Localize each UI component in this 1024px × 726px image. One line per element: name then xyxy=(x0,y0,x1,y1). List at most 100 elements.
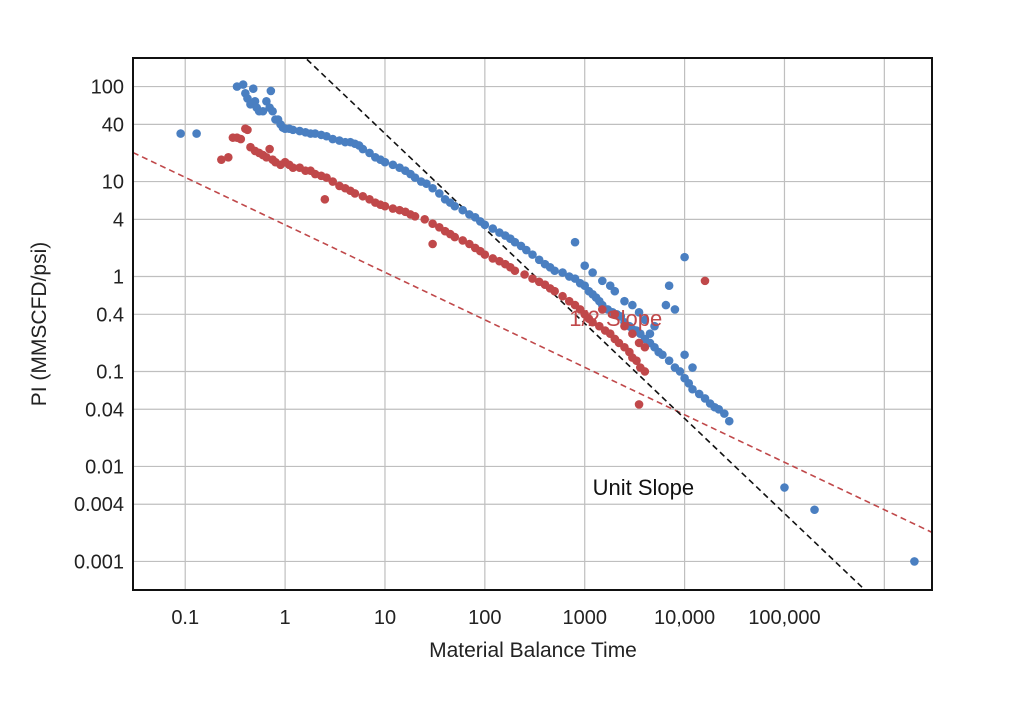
y-tick-label: 1 xyxy=(113,267,124,289)
data-point xyxy=(724,416,734,426)
data-point xyxy=(550,266,559,276)
data-point xyxy=(388,204,398,213)
data-point xyxy=(558,268,567,277)
data-point xyxy=(680,252,689,262)
data-point xyxy=(558,291,567,301)
data-point xyxy=(520,270,529,279)
data-point xyxy=(634,307,644,317)
data-point xyxy=(488,224,498,233)
y-tick-label: 0.1 xyxy=(96,361,124,383)
data-point xyxy=(598,276,607,286)
x-tick-label: 100,000 xyxy=(748,607,820,629)
data-point xyxy=(528,250,537,259)
y-tick-label: 0.01 xyxy=(85,456,124,478)
data-point xyxy=(450,232,460,242)
data-point xyxy=(328,134,338,144)
data-point xyxy=(236,134,246,144)
x-axis-title: Material Balance Time xyxy=(429,639,637,662)
data-point xyxy=(780,483,789,492)
data-point xyxy=(640,315,650,325)
data-point xyxy=(358,144,368,154)
data-point xyxy=(450,201,460,211)
y-tick-label: 0.04 xyxy=(85,399,124,421)
data-point xyxy=(288,125,298,135)
grid-lines xyxy=(133,58,932,590)
x-tick-label: 10,000 xyxy=(654,607,715,629)
line-annotations: 1/2 Slope Unit Slope xyxy=(569,306,694,500)
y-tick-label: 40 xyxy=(102,114,124,136)
x-tick-label: 0.1 xyxy=(171,607,199,629)
data-point xyxy=(480,250,490,259)
data-point xyxy=(265,144,274,154)
data-point xyxy=(688,384,697,394)
data-point xyxy=(192,129,201,138)
data-point xyxy=(322,173,331,182)
data-point xyxy=(610,310,620,319)
x-tick-labels: 0.1 1 10 100 1000 10,000 100,000 xyxy=(171,607,820,629)
data-point xyxy=(810,505,819,515)
reference-line xyxy=(304,58,867,590)
data-point xyxy=(658,350,667,360)
reference-line-label: 1/2 Slope xyxy=(569,306,662,331)
data-point xyxy=(262,96,271,106)
data-point xyxy=(675,367,685,376)
data-point xyxy=(598,305,607,314)
data-point xyxy=(388,160,398,170)
data-point xyxy=(248,84,258,94)
data-point xyxy=(670,305,680,314)
y-tick-label: 0.004 xyxy=(74,494,124,516)
data-point xyxy=(645,329,655,338)
data-point xyxy=(688,363,697,372)
y-tick-label: 100 xyxy=(91,77,124,99)
data-point xyxy=(634,400,644,409)
data-point xyxy=(238,80,248,89)
data-point xyxy=(694,389,704,399)
data-point xyxy=(700,276,710,286)
data-point xyxy=(680,350,689,360)
data-point xyxy=(650,321,659,331)
data-point xyxy=(243,125,252,135)
data-point xyxy=(176,129,185,138)
data-point xyxy=(550,286,559,296)
data-points xyxy=(176,80,919,566)
plot-frame xyxy=(132,57,933,591)
data-point xyxy=(224,153,233,162)
data-point xyxy=(720,409,729,418)
x-tick-label: 10 xyxy=(374,607,396,629)
data-point xyxy=(380,157,390,167)
data-point xyxy=(420,215,430,224)
data-point xyxy=(640,367,650,376)
data-point xyxy=(480,220,490,230)
x-tick-label: 100 xyxy=(468,607,501,629)
x-tick-label: 1 xyxy=(280,607,291,629)
y-tick-labels: 100 40 10 4 1 0.4 0.1 0.04 0.01 0.004 0.001 xyxy=(74,77,124,574)
data-point xyxy=(528,274,537,283)
data-point xyxy=(428,239,437,249)
data-point xyxy=(458,236,467,245)
data-point xyxy=(610,286,620,296)
data-point xyxy=(268,106,277,116)
y-tick-label: 0.4 xyxy=(96,304,124,326)
y-axis-title: PI (MMSCFD/psi) xyxy=(28,242,51,407)
data-point xyxy=(428,219,437,228)
data-point xyxy=(266,86,276,96)
data-point xyxy=(628,329,637,338)
data-point xyxy=(288,163,298,172)
data-point xyxy=(258,106,268,116)
data-point xyxy=(380,201,390,211)
data-point xyxy=(350,189,360,198)
reference-line-label: Unit Slope xyxy=(593,475,695,500)
data-point xyxy=(664,356,674,365)
reference-line xyxy=(133,151,932,534)
data-point xyxy=(358,191,368,201)
data-point xyxy=(510,266,520,276)
data-point xyxy=(620,296,629,306)
data-point xyxy=(664,281,674,291)
data-point xyxy=(580,261,590,270)
x-tick-label: 1000 xyxy=(562,607,607,629)
data-point xyxy=(661,300,671,310)
y-tick-label: 4 xyxy=(113,209,124,231)
reference-lines xyxy=(133,58,932,590)
data-point xyxy=(620,321,629,331)
